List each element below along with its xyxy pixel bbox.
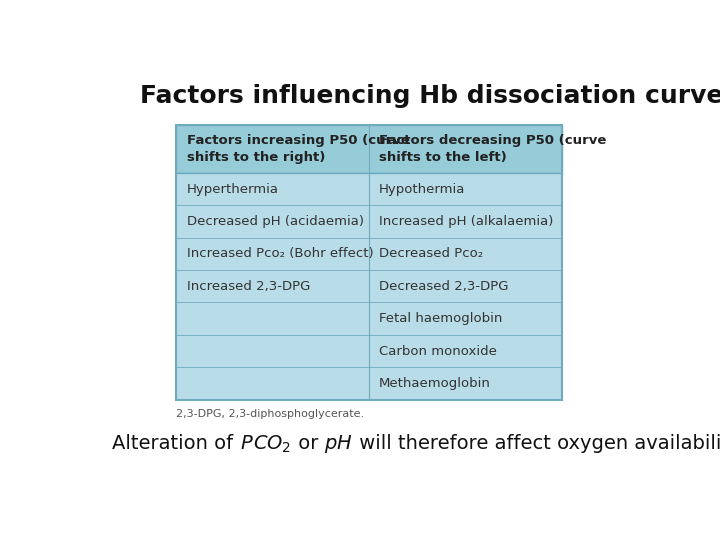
Bar bbox=[176, 302, 562, 335]
Bar bbox=[176, 125, 562, 400]
Text: will therefore affect oxygen availability: will therefore affect oxygen availabilit… bbox=[353, 434, 720, 454]
Text: or: or bbox=[292, 434, 324, 454]
Text: Decreased pH (acidaemia): Decreased pH (acidaemia) bbox=[186, 215, 364, 228]
Text: $\mathbf{\mathit{P}}$: $\mathbf{\mathit{P}}$ bbox=[240, 434, 253, 454]
Text: Fetal haemoglobin: Fetal haemoglobin bbox=[379, 312, 503, 325]
Text: Increased Pco₂ (Bohr effect): Increased Pco₂ (Bohr effect) bbox=[186, 247, 373, 260]
Text: 2,3-DPG, 2,3-diphosphoglycerate.: 2,3-DPG, 2,3-diphosphoglycerate. bbox=[176, 409, 364, 419]
Text: $\mathbf{\mathit{pH}}$: $\mathbf{\mathit{pH}}$ bbox=[324, 434, 353, 455]
Bar bbox=[176, 173, 562, 205]
Text: Increased pH (alkalaemia): Increased pH (alkalaemia) bbox=[379, 215, 554, 228]
Bar bbox=[176, 367, 562, 400]
Text: Decreased Pco₂: Decreased Pco₂ bbox=[379, 247, 483, 260]
Bar bbox=[176, 335, 562, 367]
Text: Alteration of: Alteration of bbox=[112, 434, 240, 454]
Text: Hypothermia: Hypothermia bbox=[379, 183, 465, 196]
Bar bbox=[176, 205, 562, 238]
Text: Increased 2,3-DPG: Increased 2,3-DPG bbox=[186, 280, 310, 293]
Text: Factors influencing Hb dissociation curve: Factors influencing Hb dissociation curv… bbox=[140, 84, 720, 107]
Text: Decreased 2,3-DPG: Decreased 2,3-DPG bbox=[379, 280, 508, 293]
Text: Carbon monoxide: Carbon monoxide bbox=[379, 345, 497, 357]
Bar bbox=[176, 125, 562, 173]
Bar bbox=[176, 270, 562, 302]
Bar bbox=[176, 238, 562, 270]
Text: Hyperthermia: Hyperthermia bbox=[186, 183, 279, 196]
Text: Methaemoglobin: Methaemoglobin bbox=[379, 377, 491, 390]
Text: $\mathit{CO_2}$: $\mathit{CO_2}$ bbox=[253, 434, 292, 455]
Text: Factors increasing P50 (curve
shifts to the right): Factors increasing P50 (curve shifts to … bbox=[186, 134, 410, 164]
Text: Factors decreasing P50 (curve
shifts to the left): Factors decreasing P50 (curve shifts to … bbox=[379, 134, 606, 164]
